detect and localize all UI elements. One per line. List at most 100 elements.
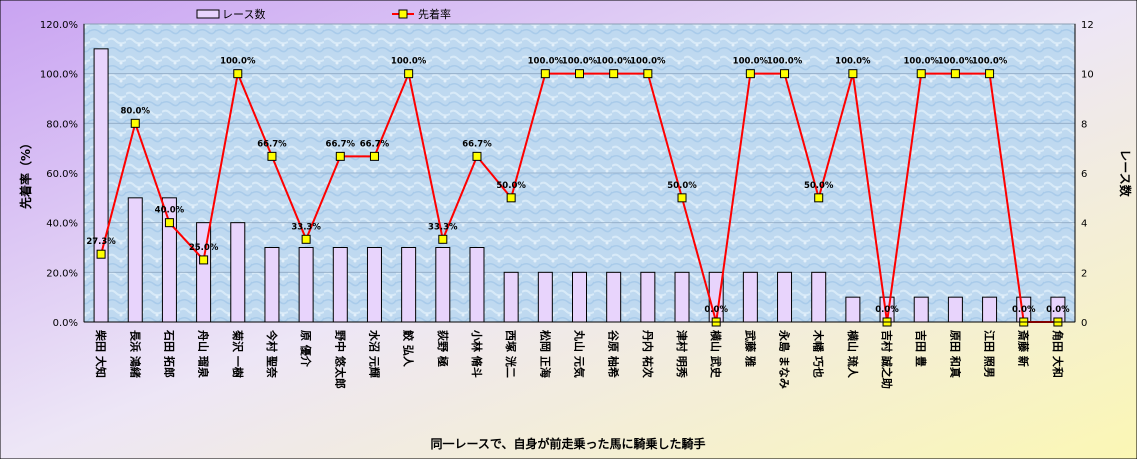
line-point	[233, 69, 243, 79]
line-point	[677, 193, 687, 203]
line-point	[848, 69, 858, 79]
data-label: 100.0%	[733, 57, 769, 67]
bar-race-count	[537, 271, 553, 323]
legend-line-marker	[398, 9, 408, 19]
bar-race-count	[298, 247, 314, 323]
category-label: 柴田 大知	[94, 329, 108, 378]
category-label: 永島 まなみ	[778, 329, 792, 389]
line-point	[472, 151, 482, 161]
left-tick-label: 60.0%	[46, 169, 78, 180]
data-label: 33.3%	[291, 222, 321, 232]
category-label: 武藤 雅	[743, 330, 757, 367]
line-point	[404, 69, 414, 79]
bar-race-count	[161, 197, 177, 323]
bar-race-count	[366, 247, 382, 323]
bar-race-count	[469, 247, 485, 323]
category-label: 原田 和真	[948, 330, 962, 378]
category-label: 斎藤 新	[1017, 330, 1031, 367]
right-tick-label: 8	[1081, 119, 1087, 130]
bar-race-count	[264, 247, 280, 323]
bar-race-count	[913, 296, 929, 323]
category-label: 松岡 正海	[538, 330, 552, 378]
bar-race-count	[845, 296, 861, 323]
bar-race-count	[230, 222, 246, 323]
data-label: 100.0%	[391, 57, 427, 67]
category-label: 菊沢 一樹	[231, 330, 245, 378]
data-label: 33.3%	[428, 222, 458, 232]
bar-race-count	[127, 197, 143, 323]
line-point	[506, 193, 516, 203]
data-label: 27.3%	[86, 237, 116, 247]
legend: レース数 先着率	[196, 7, 451, 21]
category-label: 丸山 元気	[573, 329, 587, 378]
data-labels: 27.3% 80.0% 40.0% 25.0% 100.0% 66.7% 33.3% 66.7…	[86, 57, 1070, 315]
line-point	[96, 249, 106, 259]
line-point	[950, 69, 960, 79]
left-tick-label: 120.0%	[40, 20, 78, 31]
bar-race-count	[674, 271, 690, 323]
bar-series	[93, 48, 1066, 323]
category-label: 丹内 祐次	[641, 330, 655, 378]
line-point	[267, 151, 277, 161]
category-label: 西塚 洸二	[504, 330, 518, 378]
line-point	[643, 69, 653, 79]
legend-bar-label: レース数	[222, 8, 265, 21]
x-axis-title: 同一レースで、自身が前走乗った馬に騎乗した騎手	[431, 436, 706, 451]
category-label: 石田 拓郎	[162, 329, 176, 378]
category-label: 角田 大和	[1051, 330, 1065, 378]
data-label: 0.0%	[704, 305, 728, 315]
category-label: 谷原 柚希	[607, 330, 621, 378]
data-label: 66.7%	[326, 139, 356, 149]
line-point	[369, 151, 379, 161]
data-label: 100.0%	[630, 57, 666, 67]
bar-race-count	[401, 247, 417, 323]
category-label: 野中 悠太郎	[333, 330, 347, 389]
bar-race-count	[777, 271, 793, 323]
category-label: 今村 聖奈	[265, 329, 279, 379]
line-point	[780, 69, 790, 79]
left-tick-label: 40.0%	[46, 219, 78, 230]
category-label: 水沼 元輝	[367, 330, 381, 378]
bar-race-count	[742, 271, 758, 323]
data-label: 66.7%	[462, 139, 492, 149]
category-label: 木幡 巧也	[812, 329, 826, 378]
data-label: 50.0%	[496, 181, 526, 191]
category-label: 吉村 誠之助	[880, 330, 894, 389]
line-point	[199, 255, 209, 265]
category-label: 横山 琉人	[846, 330, 860, 379]
bar-race-count	[640, 271, 656, 323]
bar-race-count	[332, 247, 348, 323]
line-point	[985, 69, 995, 79]
right-tick-label: 4	[1081, 219, 1087, 230]
bar-race-count	[947, 296, 963, 323]
data-label: 25.0%	[189, 243, 219, 253]
bar-race-count	[982, 296, 998, 323]
legend-bar-swatch	[196, 9, 220, 19]
left-tick-label: 100.0%	[40, 70, 78, 81]
data-label: 100.0%	[528, 57, 564, 67]
line-point	[540, 69, 550, 79]
legend-line-label: 先着率	[418, 7, 451, 21]
right-tick-label: 0	[1081, 318, 1087, 329]
line-point	[609, 69, 619, 79]
line-point	[745, 69, 755, 79]
right-tick-label: 6	[1081, 169, 1087, 180]
left-tick-label: 80.0%	[46, 119, 78, 130]
data-label: 66.7%	[360, 139, 390, 149]
bar-race-count	[93, 48, 109, 323]
category-label: 津村 明秀	[675, 330, 689, 378]
category-label: 原 優介	[299, 330, 313, 368]
data-label: 50.0%	[804, 181, 834, 191]
category-label: 鮫 弘人	[402, 330, 416, 368]
line-point	[130, 118, 140, 128]
category-label: 小林 脩斗	[470, 329, 484, 378]
right-tick-label: 2	[1081, 268, 1087, 279]
right-tick-label: 12	[1081, 20, 1094, 31]
data-label: 100.0%	[835, 57, 871, 67]
category-label: 舟山 瑠泉	[197, 330, 211, 379]
bar-race-count	[811, 271, 827, 323]
line-point	[575, 69, 584, 79]
